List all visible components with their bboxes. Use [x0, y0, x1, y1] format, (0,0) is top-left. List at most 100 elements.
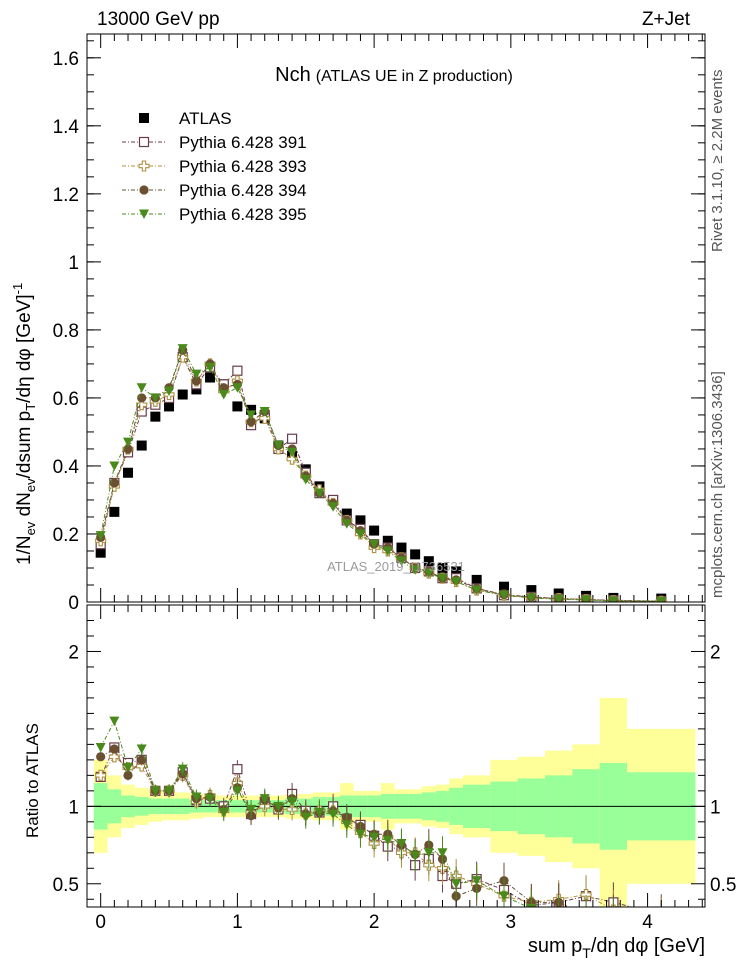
- ratio-data-point: [657, 926, 666, 935]
- ratio-data-point: [656, 926, 666, 936]
- x-tick-label: 4: [642, 912, 653, 933]
- data-point: [423, 556, 434, 567]
- y-tick-label: 0: [68, 593, 79, 614]
- ratio-data-point: [246, 804, 257, 815]
- data-point: [150, 411, 161, 422]
- data-point: [410, 565, 421, 575]
- x-tick-label: 2: [369, 912, 380, 933]
- main-plot-panel: 0 0.2 0.4 0.6 0.8 1 1.2 1.4 1.6 ATLAS_2019_I1736…: [10, 33, 706, 614]
- ratio-data-point: [232, 786, 243, 796]
- ratio-data-point: [136, 744, 147, 755]
- ratio-data-point: [355, 829, 366, 840]
- x-tick-label: 0: [95, 912, 106, 933]
- ratio-data-point: [123, 770, 133, 780]
- ratio-data-point: [581, 910, 590, 919]
- data-point: [246, 417, 256, 427]
- y-axis-label-dsum: /dsum p: [14, 411, 35, 479]
- data-point: [218, 390, 229, 400]
- main-plot-frame: [86, 33, 706, 603]
- data-point: [526, 593, 537, 602]
- data-point: [382, 546, 393, 556]
- data-point: [123, 437, 134, 448]
- energy-label: 13000 GeV pp: [97, 9, 220, 30]
- ratio-data-point: [300, 812, 311, 823]
- data-point: [164, 401, 175, 412]
- y-axis-label-sup: -1: [10, 283, 25, 295]
- series-4: [95, 344, 667, 602]
- ratio-data-point: [95, 742, 106, 753]
- ratio-data-point: [137, 755, 147, 765]
- plot-title: Nch (ATLAS UE in Z production): [275, 64, 513, 86]
- ratio-data-point: [341, 820, 352, 830]
- ratio-y-tick-label: 0.5: [53, 875, 79, 896]
- y-tick-label: 0.6: [53, 389, 79, 410]
- ratio-series-line: [100, 719, 530, 907]
- y-axis-label-rest: /dη dφ [GeV]: [14, 294, 35, 402]
- data-point: [164, 386, 175, 397]
- ratio-data-point: [96, 752, 106, 762]
- legend-entry: Pythia 6.428 395: [179, 205, 307, 224]
- data-point: [219, 383, 229, 393]
- ratio-data-point: [369, 832, 380, 843]
- ratio-y-tick-label: 1: [68, 797, 79, 818]
- data-point: [123, 467, 134, 478]
- y-axis-label-norm: 1/N: [14, 535, 35, 565]
- data-point: [232, 401, 243, 412]
- legend: ATLAS Pythia 6.428 391 Pythia 6.428 393 Pyt…: [122, 109, 307, 224]
- ratio-data-point: [109, 744, 119, 754]
- ratio-data-point: [580, 889, 592, 901]
- data-point: [205, 362, 216, 373]
- y-axis-label-sub-ev: ev: [23, 521, 38, 535]
- data-point: [396, 556, 407, 567]
- watermark-text: ATLAS_2019_I1736531: [327, 559, 465, 574]
- ratio-data-point: [382, 835, 393, 846]
- data-point: [300, 475, 311, 485]
- data-point: [177, 351, 189, 363]
- data-point: [471, 574, 482, 585]
- ratio-data-point: [608, 913, 618, 923]
- data-point: [232, 383, 243, 393]
- data-point: [191, 376, 201, 386]
- data-point: [287, 447, 298, 458]
- legend-entry: Pythia 6.428 394: [179, 181, 307, 200]
- ratio-data-point: [609, 910, 618, 919]
- data-point: [499, 581, 510, 592]
- ratio-y-tick-label-right: 1: [710, 797, 721, 818]
- y-tick-label: 1: [68, 253, 79, 274]
- process-label: Z+Jet: [642, 9, 691, 30]
- data-point: [396, 542, 407, 553]
- data-point: [95, 531, 106, 541]
- ratio-y-tick-label-right: 2: [710, 642, 721, 663]
- x-axis-label-sub-t: T: [582, 945, 591, 961]
- x-axis-label: sum pT/dη dφ [GeV]: [528, 935, 705, 961]
- ratio-y-tick-label-right: 0.5: [710, 875, 736, 896]
- y-axis-label: 1/Nev dNev/dsum pT/dη dφ [GeV]-1: [10, 283, 38, 565]
- data-point: [273, 441, 284, 451]
- data-point: [191, 384, 202, 395]
- plot-title-main: Nch: [275, 64, 311, 86]
- ratio-data-point: [287, 797, 298, 807]
- data-point: [341, 508, 352, 519]
- ratio-series-line: [100, 746, 634, 907]
- side-mcplots-label: mcplots.cern.ch [arXiv:1306.3436]: [709, 371, 726, 598]
- data-point: [109, 478, 119, 488]
- data-point: [423, 568, 434, 579]
- data-point: [581, 595, 592, 602]
- ratio-data-point: [177, 764, 188, 775]
- data-point: [382, 535, 393, 546]
- data-point: [109, 461, 120, 471]
- ratio-y-axis-label: Ratio to ATLAS: [23, 723, 42, 838]
- data-point: [451, 577, 462, 587]
- data-point: [286, 433, 298, 444]
- data-point: [369, 539, 380, 550]
- ratio-data-point: [526, 904, 537, 907]
- data-point: [137, 393, 147, 403]
- data-point: [369, 525, 380, 536]
- series-line: [100, 348, 662, 602]
- legend-marker: [139, 185, 149, 195]
- ratio-data-point: [232, 764, 243, 775]
- ratio-series-line: [100, 748, 571, 907]
- ratio-data-point: [499, 891, 510, 902]
- ratio-data-point: [410, 851, 421, 861]
- data-point: [109, 506, 120, 517]
